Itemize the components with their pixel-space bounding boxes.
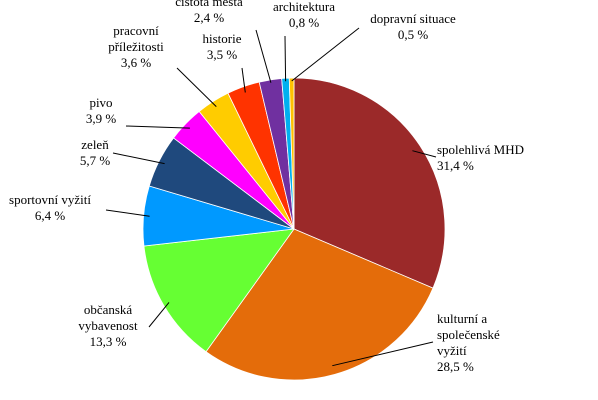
pie-slices xyxy=(142,77,446,381)
slice-value-pracovni-prilezitosti: 3,6 % xyxy=(121,55,152,70)
slice-name-line: pracovní xyxy=(113,23,159,38)
slice-name-line: pivo xyxy=(89,95,112,110)
slice-name-line: kulturní a xyxy=(437,311,487,326)
slice-value-sportovni-vyziti: 6,4 % xyxy=(35,208,66,223)
leader-lines xyxy=(105,27,437,367)
slice-value-historie: 3,5 % xyxy=(207,47,238,62)
slice-name-line: historie xyxy=(203,31,242,46)
slice-labels: spolehlivá MHD 31,4 % kulturní a společensk… xyxy=(9,0,524,374)
leader-line-kulturni-a-spolecenske-vyziti xyxy=(332,341,434,367)
slice-name-line: čistota města xyxy=(175,0,243,9)
pie-slice-spolehliva-mhd xyxy=(293,77,446,289)
slice-value-cistota-mesta: 2,4 % xyxy=(194,10,225,25)
slice-name-line: sportovní vyžití xyxy=(9,192,91,207)
pie-slice-dopravni-situace xyxy=(288,77,295,230)
slice-name-line: občanská xyxy=(84,302,133,317)
slice-name-line: společenské xyxy=(437,327,500,342)
slice-label-obcanska-vybavenost: občanská vybavenost 13,3 % xyxy=(78,302,138,349)
leader-line-spolehliva-mhd xyxy=(412,150,437,158)
slice-name-line: architektura xyxy=(273,0,335,14)
pie-slice-kulturni-a-spolecenske-vyziti xyxy=(205,228,434,381)
leader-line-dopravni-situace xyxy=(291,27,360,82)
slice-label-sportovni-vyziti: sportovní vyžití 6,4 % xyxy=(9,192,91,223)
slice-name-line: vyžití xyxy=(437,343,467,358)
slice-label-kulturni-a-spolecenske-vyziti: kulturní a společenské vyžití 28,5 % xyxy=(437,311,500,374)
slice-label-spolehliva-mhd: spolehlivá MHD 31,4 % xyxy=(437,142,524,173)
slice-name-line: zeleň xyxy=(81,137,109,152)
slice-label-cistota-mesta: čistota města 2,4 % xyxy=(175,0,243,25)
slice-label-architektura: architektura 0,8 % xyxy=(273,0,335,30)
slice-name-line: vybavenost xyxy=(78,318,138,333)
slice-value-architektura: 0,8 % xyxy=(289,15,320,30)
slice-value-spolehliva-mhd: 31,4 % xyxy=(437,158,474,173)
slice-label-pracovni-prilezitosti: pracovní příležitosti 3,6 % xyxy=(108,23,164,70)
leader-line-pivo xyxy=(125,125,190,129)
slice-label-zelen: zeleň 5,7 % xyxy=(80,137,111,168)
pie-slice-obcanska-vybavenost xyxy=(143,228,295,353)
leader-line-zelen xyxy=(112,152,165,165)
leader-line-architektura xyxy=(284,35,287,82)
leader-line-cistota-mesta xyxy=(255,29,272,83)
slice-value-pivo: 3,9 % xyxy=(86,111,117,126)
leader-line-sportovni-vyziti xyxy=(105,209,150,217)
leader-line-obcanska-vybavenost xyxy=(148,302,170,328)
slice-label-pivo: pivo 3,9 % xyxy=(86,95,117,126)
slice-value-dopravni-situace: 0,5 % xyxy=(398,27,429,42)
slice-label-dopravni-situace: dopravní situace 0,5 % xyxy=(370,11,456,42)
slice-name-line: spolehlivá MHD xyxy=(437,142,524,157)
slice-value-kulturni-a-spolecenske-vyziti: 28,5 % xyxy=(437,359,474,374)
slice-name-line: příležitosti xyxy=(108,39,164,54)
leader-line-historie xyxy=(241,67,246,93)
slice-label-historie: historie 3,5 % xyxy=(203,31,242,62)
slice-value-obcanska-vybavenost: 13,3 % xyxy=(90,334,127,349)
leader-line-pracovni-prilezitosti xyxy=(176,67,217,107)
slice-value-zelen: 5,7 % xyxy=(80,153,111,168)
slice-name-line: dopravní situace xyxy=(370,11,456,26)
